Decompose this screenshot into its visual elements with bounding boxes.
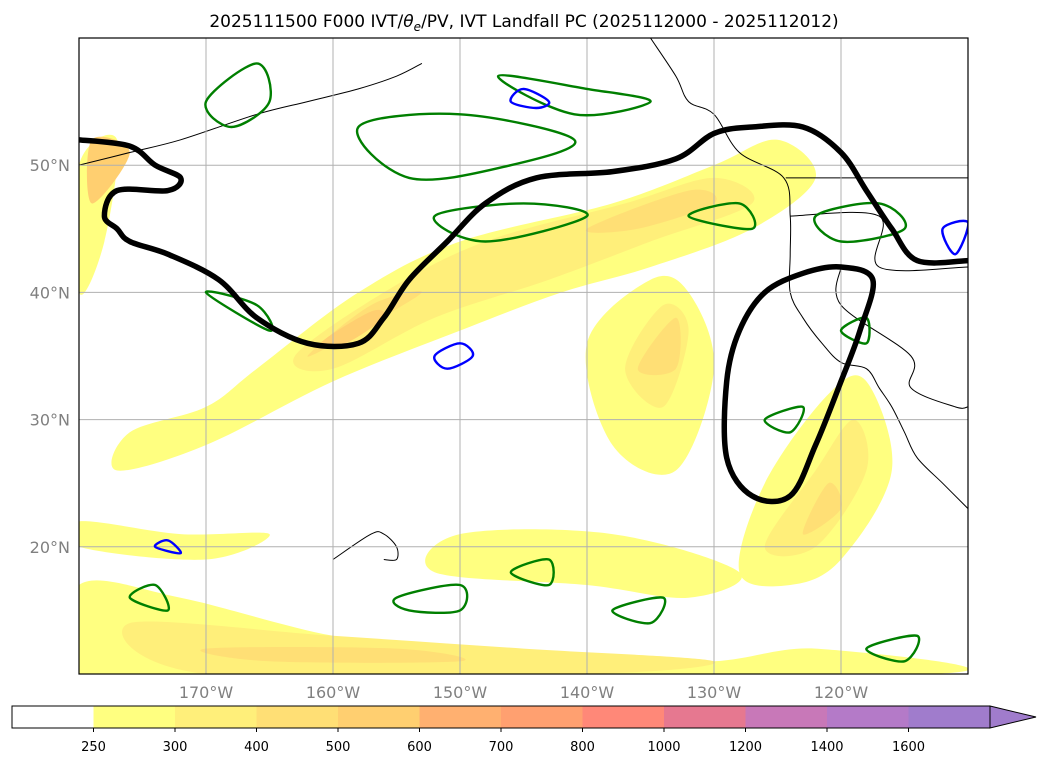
colorbar-tick-label: 250	[81, 740, 106, 755]
colorbar-tick-label: 1200	[729, 740, 762, 755]
colorbar-tick-label: 800	[570, 740, 595, 755]
ivt-region-400	[802, 482, 842, 535]
colorbar-tick-label: 1400	[810, 740, 843, 755]
ivt-colorbar: 250 300 400 500 600 700 800 1000 1200 1400 1600	[11, 705, 1037, 755]
latitude-tick-labels: 20°N 30°N 40°N 50°N	[30, 156, 70, 557]
lon-tick-label: 120°W	[814, 683, 869, 702]
pv-green-contour	[496, 74, 652, 117]
colorbar-segment	[827, 706, 909, 728]
colorbar-segment	[501, 706, 583, 728]
coastline	[332, 531, 399, 561]
pv-blue-contour	[153, 539, 183, 555]
ivt-region-400	[637, 317, 681, 376]
ivt-region-500	[319, 309, 386, 347]
ivt-region-500	[86, 136, 130, 204]
pv-green-contour	[392, 583, 469, 614]
map-content	[79, 38, 968, 674]
colorbar-segment	[419, 706, 502, 728]
pv-blue-contour	[509, 87, 551, 110]
pv-green-contour	[355, 112, 577, 181]
pv-blue-contours	[153, 87, 968, 555]
colorbar-segment	[582, 706, 665, 728]
pv-green-contour	[865, 634, 921, 663]
chart-title: 2025111500 F000 IVT/θe/PV, IVT Landfall …	[209, 12, 838, 34]
pc-contour	[721, 264, 877, 505]
pv-green-contour	[509, 558, 555, 587]
lat-tick-label: 30°N	[30, 411, 70, 430]
pv-green-contour	[813, 201, 908, 244]
longitude-tick-labels: 170°W 160°W 150°W 140°W 130°W 120°W	[179, 683, 869, 702]
lat-tick-label: 40°N	[30, 283, 70, 302]
pv-green-contour	[687, 201, 757, 231]
colorbar-tick-label: 400	[244, 740, 269, 755]
lon-tick-label: 160°W	[306, 683, 361, 702]
colorbar-segment	[908, 706, 991, 728]
pv-green-contour	[839, 316, 871, 345]
pv-green-contour	[128, 583, 171, 612]
lat-tick-label: 20°N	[30, 538, 70, 557]
gridline-layer	[79, 38, 968, 674]
map-frame	[78, 37, 969, 675]
coastline	[835, 266, 968, 409]
pv-green-contour	[763, 405, 806, 434]
ivt-landfall-pc-contours	[79, 122, 968, 505]
pc-contour	[79, 122, 968, 350]
pv-green-contours	[128, 62, 921, 663]
colorbar-segment	[664, 706, 746, 728]
pv-green-contour	[611, 596, 667, 625]
pv-green-contour	[204, 62, 272, 129]
colorbar-segment	[93, 706, 176, 728]
colorbar-segment	[175, 706, 257, 728]
ivt-region-250	[79, 521, 270, 560]
colorbar-extend-arrow	[989, 705, 1037, 729]
colorbar-segment	[745, 706, 828, 728]
pv-green-contour	[432, 202, 589, 243]
lon-tick-label: 140°W	[560, 683, 615, 702]
pv-blue-contour	[941, 219, 968, 256]
lon-tick-label: 150°W	[433, 683, 488, 702]
lat-tick-label: 50°N	[30, 156, 70, 175]
coastline	[790, 211, 968, 272]
colorbar-tick-label: 600	[407, 740, 432, 755]
colorbar-tick-label: 500	[326, 740, 351, 755]
colorbar-tick-label: 1600	[892, 740, 925, 755]
colorbar-tick-label: 700	[489, 740, 514, 755]
lon-tick-label: 130°W	[687, 683, 742, 702]
pv-green-contour	[204, 290, 274, 332]
ivt-region-300	[764, 419, 869, 557]
colorbar-segment	[256, 706, 339, 728]
lon-tick-label: 170°W	[179, 683, 234, 702]
colorbar-tick-label: 1000	[647, 740, 680, 755]
colorbar-segment	[338, 706, 420, 728]
colorbar-segment	[12, 706, 94, 728]
ivt-region-400	[585, 189, 717, 233]
ivt-shading-layer	[79, 134, 968, 674]
colorbar-tick-label: 300	[163, 740, 188, 755]
pv-blue-contour	[433, 342, 475, 370]
